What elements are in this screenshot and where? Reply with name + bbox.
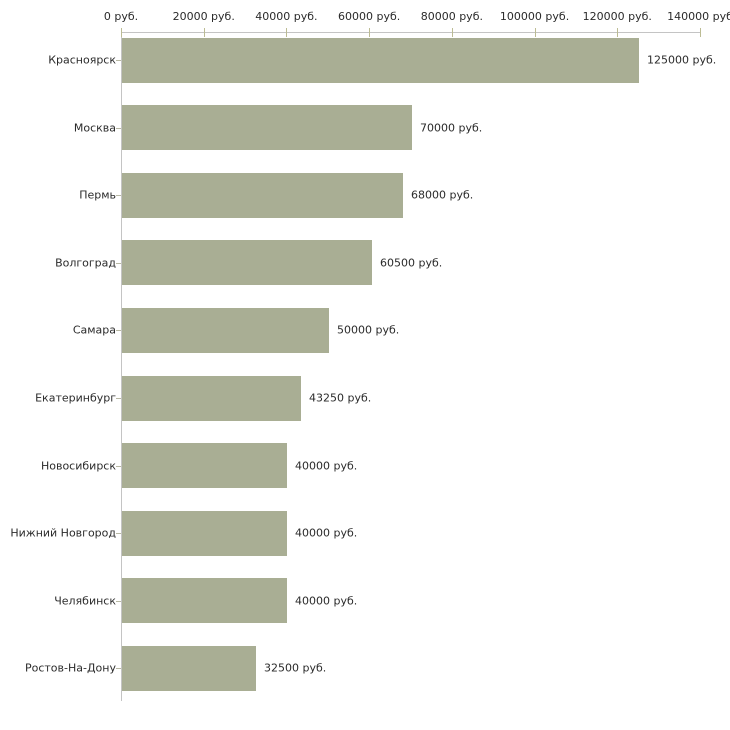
category-label: Ростов-На-Дону <box>24 661 116 675</box>
bar <box>122 307 329 353</box>
x-tick-label: 100000 руб. <box>499 10 570 23</box>
x-tick-label: 40000 руб. <box>255 10 318 23</box>
bar-value-label: 70000 руб. <box>420 121 483 135</box>
x-tick-label: 60000 руб. <box>338 10 401 23</box>
x-tick-mark <box>535 28 536 37</box>
bar <box>122 105 412 151</box>
category-label: Москва <box>73 121 116 135</box>
x-tick-label: 140000 руб <box>667 10 730 23</box>
x-tick-mark <box>121 28 122 37</box>
category-label: Красноярск <box>48 53 116 67</box>
x-tick-mark <box>369 28 370 37</box>
y-axis-line <box>121 32 122 701</box>
x-tick-mark <box>700 28 701 37</box>
x-tick-mark <box>204 28 205 37</box>
x-tick-mark <box>617 28 618 37</box>
bar <box>122 443 287 489</box>
bar <box>122 37 639 83</box>
y-tick-mark <box>116 668 121 669</box>
category-label: Волгоград <box>55 256 116 270</box>
bar-value-label: 43250 руб. <box>309 391 372 405</box>
bar <box>122 375 301 421</box>
y-tick-mark <box>116 263 121 264</box>
bar <box>122 578 287 624</box>
bar <box>122 645 256 691</box>
category-label: Самара <box>72 323 116 337</box>
x-tick-mark <box>452 28 453 37</box>
bar-value-label: 32500 руб. <box>264 661 327 675</box>
x-tick-label: 80000 руб. <box>420 10 483 23</box>
bar-value-label: 40000 руб. <box>295 594 358 608</box>
category-label: Челябинск <box>54 594 116 608</box>
bar <box>122 240 372 286</box>
category-label: Новосибирск <box>40 459 116 473</box>
y-tick-mark <box>116 330 121 331</box>
bar-value-label: 68000 руб. <box>411 188 474 202</box>
bar-value-label: 60500 руб. <box>380 256 443 270</box>
y-tick-mark <box>116 533 121 534</box>
bar <box>122 510 287 556</box>
y-tick-mark <box>116 601 121 602</box>
category-label: Екатеринбург <box>35 391 116 405</box>
y-tick-mark <box>116 60 121 61</box>
bar-value-label: 40000 руб. <box>295 459 358 473</box>
x-axis-line <box>121 32 700 33</box>
x-tick-label: 120000 руб. <box>582 10 652 23</box>
y-tick-mark <box>116 195 121 196</box>
bar-value-label: 40000 руб. <box>295 526 358 540</box>
category-label: Нижний Новгород <box>10 526 116 540</box>
y-tick-mark <box>116 466 121 467</box>
bar-value-label: 125000 руб. <box>647 53 717 67</box>
x-tick-mark <box>286 28 287 37</box>
x-tick-label: 20000 руб. <box>172 10 235 23</box>
bar-value-label: 50000 руб. <box>337 323 400 337</box>
y-tick-mark <box>116 398 121 399</box>
bar <box>122 172 403 218</box>
category-label: Пермь <box>79 188 116 202</box>
y-tick-mark <box>116 128 121 129</box>
x-tick-label: 0 руб. <box>103 10 139 23</box>
